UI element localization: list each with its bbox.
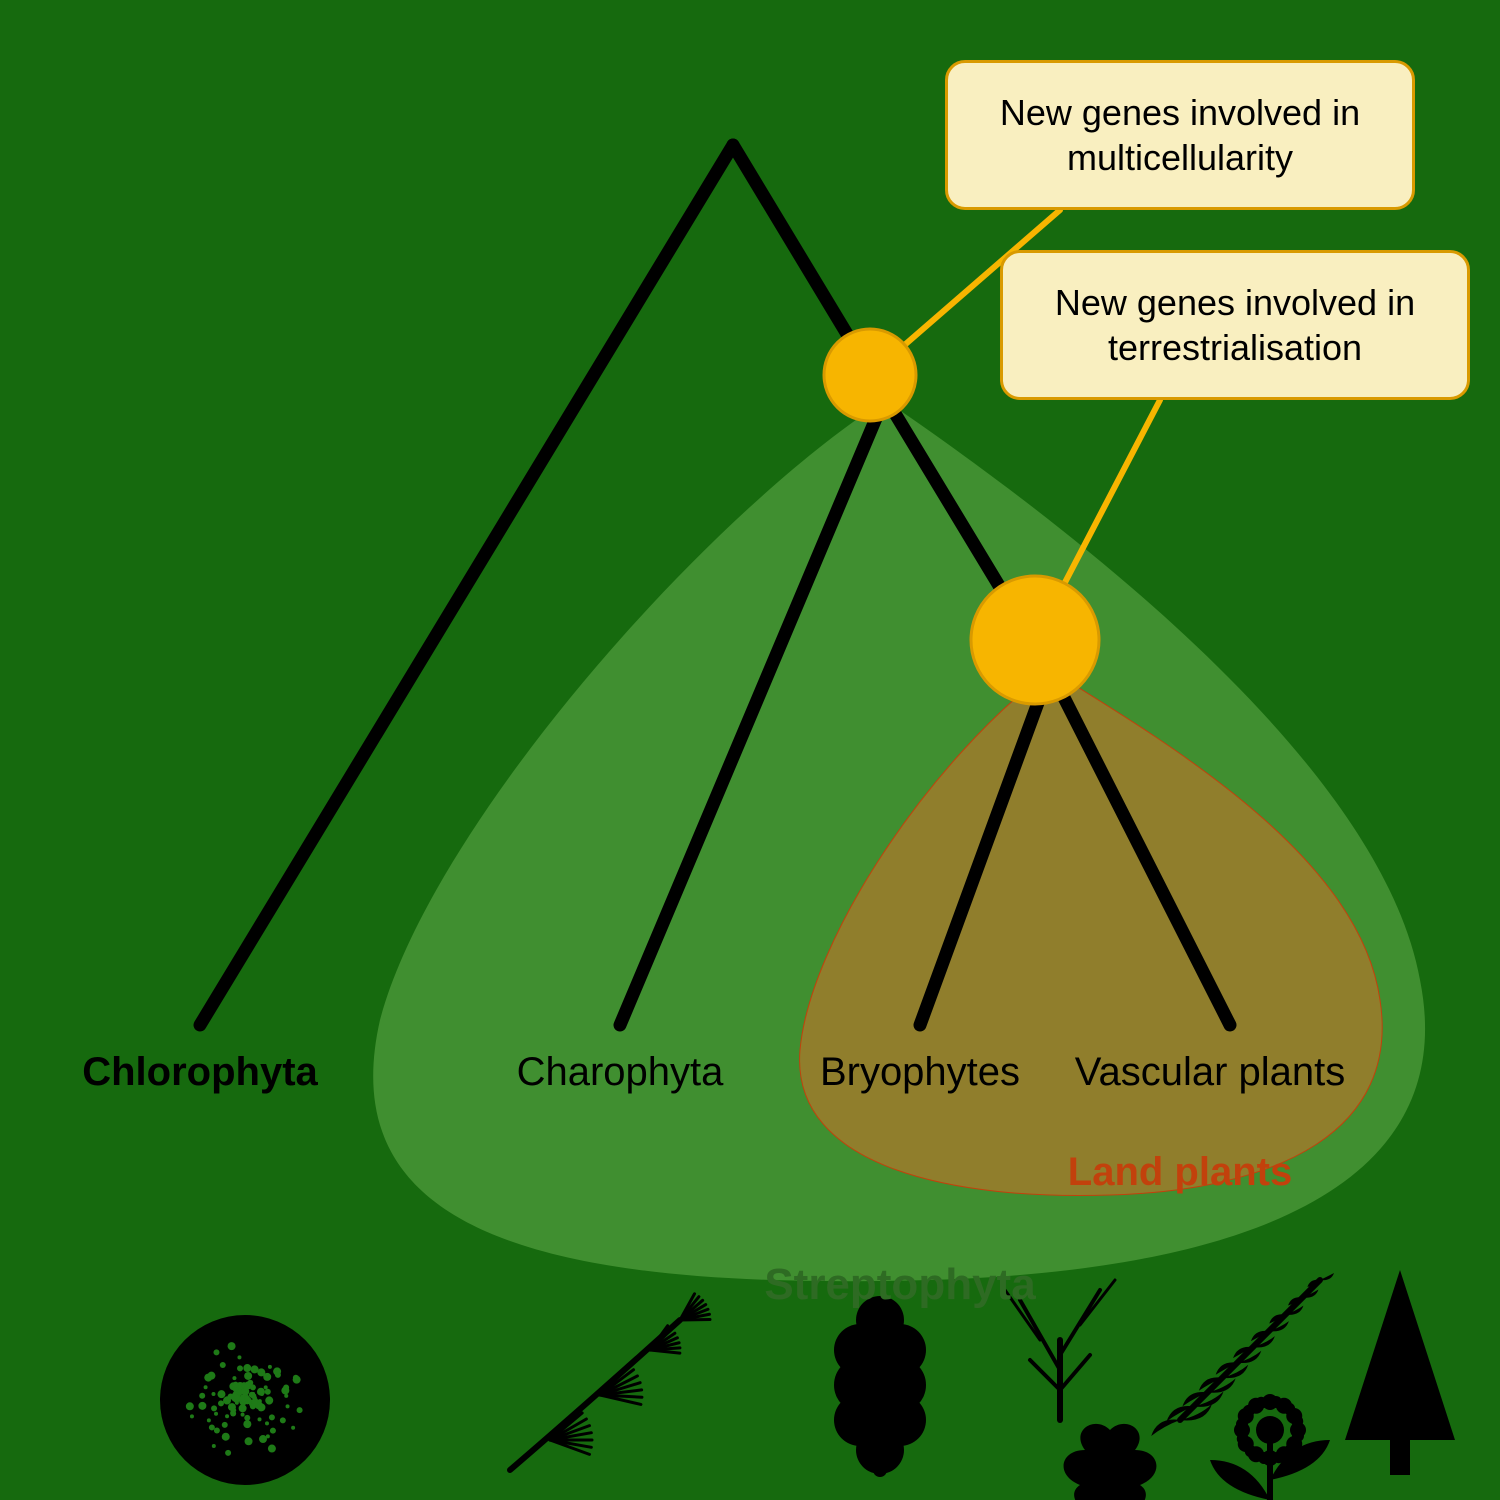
node-terrestrialisation [971,576,1099,704]
callout-multicellularity: New genes involved in multicellularity [945,60,1415,210]
label-vascular: Vascular plants [1050,1050,1370,1095]
silhouette-chlorophyta [160,1315,330,1485]
label-charophyta: Charophyta [460,1050,780,1095]
label-landplants: Land plants [980,1150,1380,1195]
node-multicellularity [824,329,916,421]
callout-terrestrialisation: New genes involved in terrestrialisation [1000,250,1470,400]
callout-text: New genes involved in multicellularity [974,90,1386,180]
label-bryophytes: Bryophytes [760,1050,1080,1095]
label-chlorophyta: Chlorophyta [40,1050,360,1095]
label-streptophyta: Streptophyta [700,1260,1100,1310]
callout-text: New genes involved in terrestrialisation [1029,280,1441,370]
